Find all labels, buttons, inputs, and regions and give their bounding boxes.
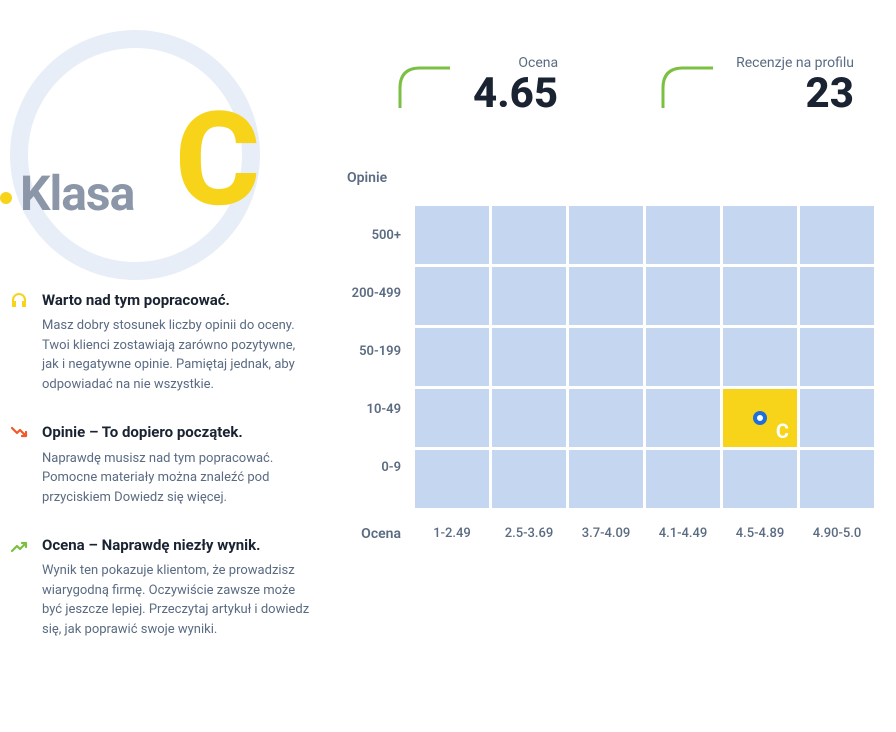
note-title: Opinie – To dopiero początek. (42, 422, 310, 442)
note-desc: Masz dobry stosunek liczby opinii do oce… (42, 316, 310, 394)
chart-y-tick: 10-49 (335, 380, 415, 438)
heatmap-cell: C (723, 389, 797, 447)
note-item: Ocena – Naprawdę niezły wynik. Wynik ten… (10, 535, 310, 639)
bracket-icon (658, 58, 718, 113)
chart-x-tick: 3.7-4.09 (569, 526, 643, 542)
note-item: Opinie – To dopiero początek. Naprawdę m… (10, 422, 310, 507)
heatmap-chart: Opinie 500+200-49950-19910-490-9 C Ocena… (335, 170, 885, 542)
heatmap-cell (492, 450, 566, 508)
chart-x-tick: 4.90-5.0 (800, 526, 874, 542)
chart-x-ticks: 1-2.492.5-3.693.7-4.094.1-4.494.5-4.894.… (415, 526, 874, 542)
heatmap-cell (800, 267, 874, 325)
stat-value: 23 (736, 73, 854, 115)
heatmap-cell (646, 389, 720, 447)
chart-y-tick: 50-199 (335, 322, 415, 380)
heatmap-cell (569, 450, 643, 508)
chart-grid: C (415, 206, 874, 508)
chart-y-tick: 500+ (335, 206, 415, 264)
notes-list: Warto nad tym popracować. Masz dobry sto… (10, 290, 310, 667)
heatmap-cell (646, 450, 720, 508)
heatmap-cell (646, 267, 720, 325)
note-title: Warto nad tym popracować. (42, 290, 310, 310)
chart-x-axis-label: Ocena (335, 526, 415, 542)
chart-x-tick: 1-2.49 (415, 526, 489, 542)
stats-row: Ocena 4.65 Recenzje na profilu 23 (395, 55, 854, 115)
chart-y-axis-label: Opinie (347, 170, 885, 186)
chart-y-ticks: 500+200-49950-19910-490-9 (335, 206, 415, 508)
chart-x-tick: 4.1-4.49 (646, 526, 720, 542)
heatmap-cell (492, 267, 566, 325)
heatmap-cell (800, 450, 874, 508)
heatmap-cell (569, 389, 643, 447)
heatmap-cell (723, 450, 797, 508)
bracket-icon (395, 58, 455, 113)
heatmap-cell (800, 206, 874, 264)
chart-x-tick: 4.5-4.89 (723, 526, 797, 542)
stat-reviews: Recenzje na profilu 23 (658, 55, 854, 115)
heatmap-cell (723, 267, 797, 325)
heatmap-cell (569, 267, 643, 325)
hero-grade-block: Klasa C (0, 20, 280, 280)
heatmap-cell (723, 206, 797, 264)
heatmap-cell (492, 206, 566, 264)
note-title: Ocena – Naprawdę niezły wynik. (42, 535, 310, 555)
heatmap-cell (723, 328, 797, 386)
stat-value: 4.65 (473, 73, 558, 115)
heatmap-cell (492, 328, 566, 386)
heatmap-cell (800, 389, 874, 447)
note-item: Warto nad tym popracować. Masz dobry sto… (10, 290, 310, 394)
note-desc: Naprawdę musisz nad tym popracować. Pomo… (42, 449, 310, 508)
heatmap-cell (646, 328, 720, 386)
heatmap-cell (415, 328, 489, 386)
heatmap-cell (415, 450, 489, 508)
active-cell-letter: C (776, 419, 789, 443)
hero-grade-letter: C (175, 95, 260, 225)
chart-y-tick: 0-9 (335, 438, 415, 496)
note-desc: Wynik ten pokazuje klientom, że prowadzi… (42, 561, 310, 639)
heatmap-cell (415, 206, 489, 264)
heatmap-cell (569, 328, 643, 386)
heatmap-cell (415, 267, 489, 325)
heatmap-cell (415, 389, 489, 447)
heatmap-cell (800, 328, 874, 386)
chart-y-tick: 200-499 (335, 264, 415, 322)
heatmap-cell (492, 389, 566, 447)
headset-icon (10, 292, 28, 310)
heatmap-cell (569, 206, 643, 264)
heatmap-cell (646, 206, 720, 264)
active-cell-marker (753, 411, 767, 425)
stat-rating: Ocena 4.65 (395, 55, 558, 115)
hero-bullet (0, 192, 12, 204)
chart-x-tick: 2.5-3.69 (492, 526, 566, 542)
trend-down-icon (10, 424, 28, 442)
trend-up-icon (10, 537, 28, 555)
hero-label: Klasa (20, 165, 134, 222)
